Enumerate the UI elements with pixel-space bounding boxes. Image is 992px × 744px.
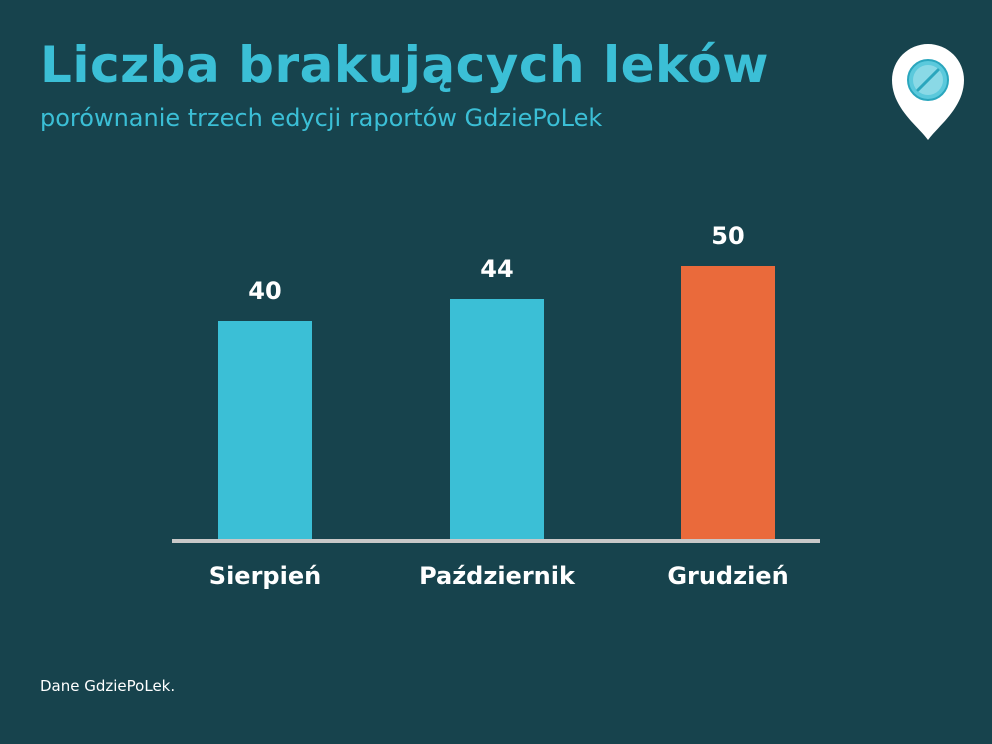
- category-label-2: Październik: [419, 562, 576, 590]
- bar-3: [681, 266, 775, 541]
- bar-1: [218, 321, 312, 541]
- category-label-3: Grudzień: [667, 562, 788, 590]
- bar-2: [450, 299, 544, 541]
- data-label-2: 44: [480, 255, 513, 283]
- data-label-3: 50: [711, 222, 744, 250]
- data-label-1: 40: [248, 277, 281, 305]
- chart-subtitle: porównanie trzech edycji raportów GdzieP…: [40, 104, 603, 132]
- chart-title: Liczba brakujących leków: [40, 36, 769, 94]
- category-label-1: Sierpień: [209, 562, 321, 590]
- pill-pin-icon: [892, 44, 964, 140]
- source-note: Dane GdziePoLek.: [40, 677, 176, 695]
